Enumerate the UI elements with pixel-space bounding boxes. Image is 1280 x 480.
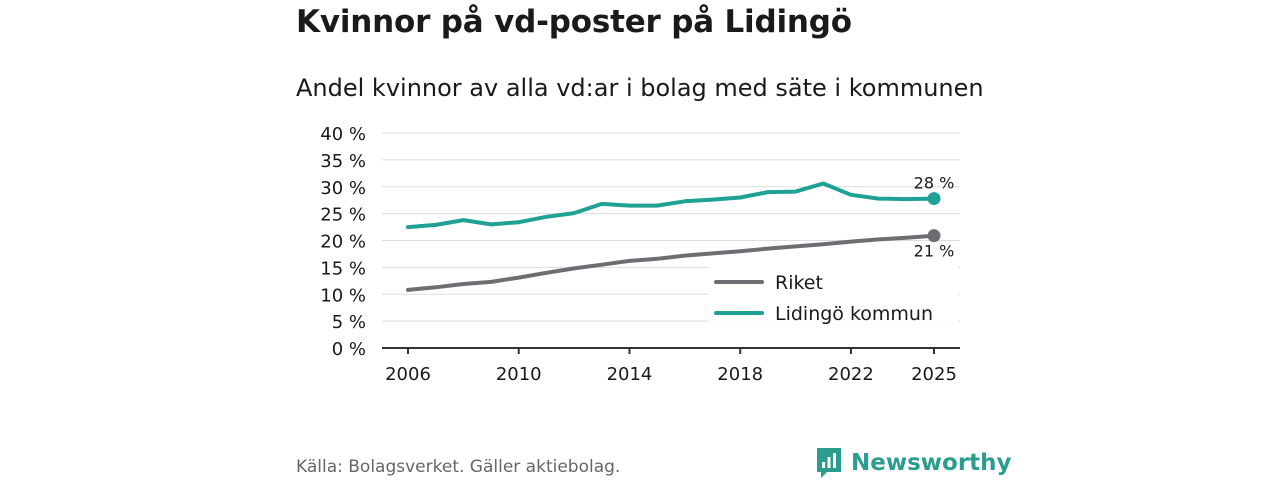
source-note: Källa: Bolagsverket. Gäller aktiebolag. (296, 457, 621, 477)
x-tick-label: 2025 (911, 364, 957, 385)
x-tick-label: 2014 (607, 364, 653, 385)
series-line-riket (406, 233, 936, 292)
x-tick-label: 2022 (828, 364, 874, 385)
y-tick-label: 35 % (320, 151, 366, 172)
y-tick-label: 0 % (332, 339, 366, 360)
y-tick-label: 40 % (320, 124, 366, 145)
chart-subtitle: Andel kvinnor av alla vd:ar i bolag med … (296, 74, 984, 102)
x-tick-label: 2010 (496, 364, 542, 385)
newsworthy-logo-icon (817, 448, 841, 478)
y-tick-label: 15 % (320, 258, 366, 279)
series-lines: 21 % 28 % (406, 174, 955, 292)
y-tick-label: 10 % (320, 285, 366, 306)
end-value-label: 28 % (914, 174, 955, 193)
series-endpoint-riket (927, 229, 941, 243)
y-tick-label: 25 % (320, 205, 366, 226)
y-tick-label: 20 % (320, 232, 366, 253)
axes: 0 % 5 % 10 % 15 % 20 % 25 % 30 % 35 % 40 % 2006 20… (320, 124, 960, 385)
brand-logo: Newsworthy (815, 446, 1012, 480)
legend: Riket Lidingö kommun (708, 266, 958, 325)
brand-name: Newsworthy (851, 450, 1012, 476)
x-tick-label: 2006 (385, 364, 431, 385)
y-tick-label: 30 % (320, 178, 366, 199)
chart-title: Kvinnor på vd-poster på Lidingö (296, 4, 852, 40)
series-endpoint-lidingo (927, 192, 941, 206)
legend-label: Riket (775, 272, 823, 294)
y-tick-label: 5 % (332, 312, 366, 333)
legend-label: Lidingö kommun (775, 303, 933, 325)
end-value-label: 21 % (914, 242, 955, 261)
series-line-lidingo (406, 181, 936, 230)
x-tick-label: 2018 (717, 364, 763, 385)
